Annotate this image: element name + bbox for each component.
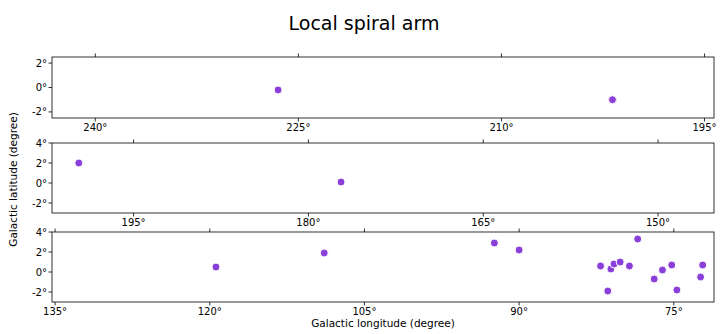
point [597,262,605,270]
x-tick [95,118,96,122]
x-tick-top [308,140,309,144]
x-tick [364,302,365,306]
y-tick-label: 0° [36,178,47,189]
panel: 135° 120° 105° 90° 75° -2° 0° 2° 4° [32,227,714,318]
x-tick [308,213,309,217]
x-tick-top [55,229,56,233]
x-tick [483,213,484,217]
plot-area [52,143,714,213]
x-tick-label: 240° [83,122,107,133]
x-tick [519,302,520,306]
x-tick-label: 90° [510,306,528,317]
y-tick [49,203,53,204]
y-tick-label: -2° [32,287,47,298]
y-tick [49,183,53,184]
y-tick-label: -2° [32,198,47,209]
y-tick-label: -2° [32,106,47,117]
x-tick-top [519,229,520,233]
y-tick-label: 2° [36,58,47,69]
points [212,235,707,295]
x-tick [298,118,299,122]
point [650,275,658,283]
point [274,86,282,94]
x-tick-label: 225° [286,122,310,133]
point [673,286,681,294]
x-tick-top [364,229,365,233]
frame [52,57,714,118]
point [337,178,345,186]
x-tick-top [298,54,299,58]
x-tick-label: 195° [692,122,716,133]
x-tick [673,302,674,306]
panel: 240° 225° 210° 195° -2° 0° 2° [32,54,717,134]
y-axis-title: Galactic latitude (degree) [7,112,19,246]
point [668,261,676,269]
x-tick-label: 120° [198,306,222,317]
y-tick-label: 4° [36,227,47,238]
plot-area [52,57,714,118]
x-tick-top [209,229,210,233]
x-tick-top [95,54,96,58]
y-tick-label: 2° [36,247,47,258]
point [634,235,642,243]
point [490,239,498,247]
x-tick-top [704,54,705,58]
x-tick-top [133,140,134,144]
x-tick-top [501,54,502,58]
x-tick [209,302,210,306]
frame [52,143,714,213]
point [699,261,707,269]
point [625,262,633,270]
x-tick-top [658,140,659,144]
y-tick [49,111,53,112]
point [608,96,616,104]
point [75,159,83,167]
x-tick-top [483,140,484,144]
y-tick-label: 0° [36,267,47,278]
figure: 240° 225° 210° 195° -2° 0° 2° Local spiral arm 1… [0,0,728,334]
x-tick-label: 150° [646,217,670,228]
y-tick [49,252,53,253]
y-tick [49,272,53,273]
x-tick-label: 105° [352,306,376,317]
point [320,249,328,257]
point [658,266,666,274]
point [212,263,220,271]
title: Local spiral arm [289,12,440,34]
y-tick-label: 4° [36,138,47,149]
x-tick [501,118,502,122]
x-tick-label: 75° [665,306,683,317]
y-tick [49,143,53,144]
y-tick-label: 0° [36,82,47,93]
y-tick-label: 2° [36,158,47,169]
x-tick [133,213,134,217]
point [515,246,523,254]
x-tick-label: 210° [489,122,513,133]
x-tick-label: 180° [296,217,320,228]
x-axis-title: Galactic longitude (degree) [311,317,455,329]
x-tick-label: 165° [471,217,495,228]
x-tick [704,118,705,122]
y-tick [49,292,53,293]
y-tick [49,63,53,64]
y-tick [49,232,53,233]
y-tick [49,163,53,164]
point [616,258,624,266]
x-tick-label: 135° [43,306,67,317]
points [75,159,345,186]
points [274,86,616,104]
y-tick [49,87,53,88]
x-tick [658,213,659,217]
x-tick-top [673,229,674,233]
plot-area [52,232,714,302]
frame [52,232,714,302]
x-tick [55,302,56,306]
point [604,287,612,295]
panel: 195° 180° 165° 150° -2° 0° 2° 4° [32,138,714,229]
x-tick-label: 195° [122,217,146,228]
point [697,273,705,281]
